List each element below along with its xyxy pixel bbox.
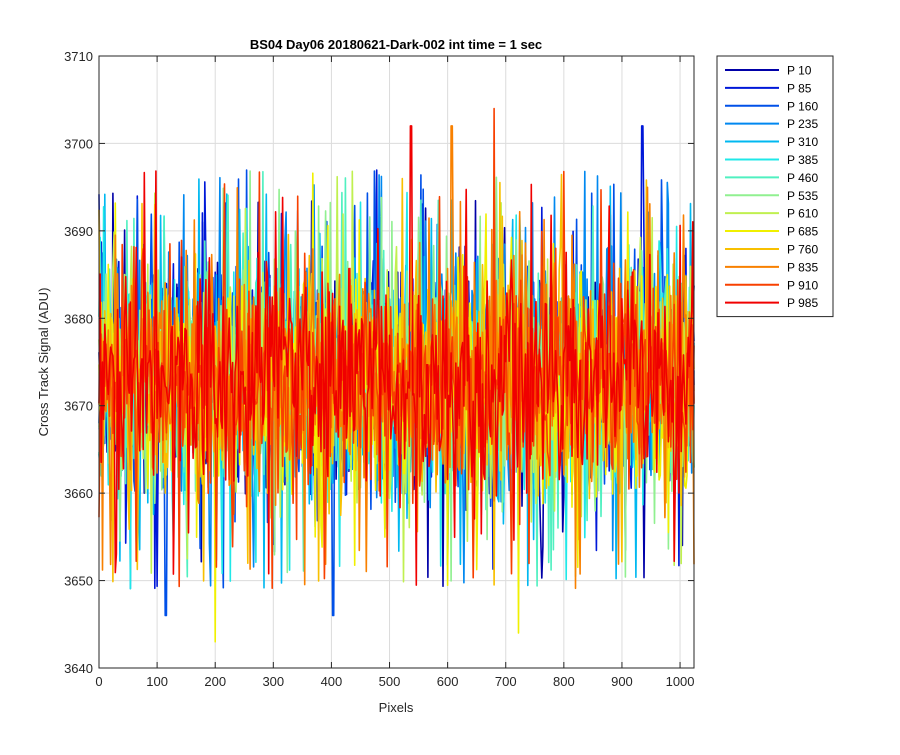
- legend-label: P 610: [787, 207, 818, 221]
- chart-title: BS04 Day06 20180621-Dark-002 int time = …: [250, 37, 542, 52]
- legend-label: P 85: [787, 81, 812, 95]
- x-tick-label: 500: [379, 674, 401, 689]
- legend-label: P 910: [787, 278, 818, 292]
- x-tick-label: 200: [204, 674, 226, 689]
- legend-label: P 235: [787, 117, 818, 131]
- y-tick-label: 3640: [64, 661, 93, 676]
- legend-label: P 835: [787, 260, 818, 274]
- series-layer: [98, 107, 695, 643]
- legend-label: P 385: [787, 153, 818, 167]
- plot-frame: [98, 55, 695, 669]
- x-tick-label: 400: [321, 674, 343, 689]
- series-line: [98, 125, 695, 586]
- y-tick-label: 3670: [64, 399, 93, 414]
- y-tick-label: 3710: [64, 49, 93, 64]
- axis-ticks: 0 100 200 300 400 500 600 700 800 900 1000 3640 3650…: [64, 49, 694, 689]
- legend-label: P 460: [787, 171, 818, 185]
- legend-label: P 160: [787, 99, 818, 113]
- x-tick-label: 100: [146, 674, 168, 689]
- legend-label: P 10: [787, 63, 812, 77]
- x-tick-label: 300: [262, 674, 284, 689]
- legend-box: [716, 55, 834, 318]
- y-tick-label: 3650: [64, 574, 93, 589]
- x-tick-label: 600: [437, 674, 459, 689]
- x-axis-label: Pixels: [379, 700, 414, 715]
- y-axis-label: Cross Track Signal (ADU): [36, 288, 51, 437]
- y-tick-label: 3690: [64, 224, 93, 239]
- legend-label: P 760: [787, 242, 818, 256]
- x-tick-label: 800: [553, 674, 575, 689]
- legend-label: P 985: [787, 296, 818, 310]
- x-tick-label: 700: [495, 674, 517, 689]
- legend-label: P 685: [787, 225, 818, 239]
- y-tick-label: 3680: [64, 311, 93, 326]
- x-tick-label: 1000: [666, 674, 695, 689]
- y-tick-label: 3660: [64, 486, 93, 501]
- legend: P 10 P 85 P 160 P 235 P 310 P 385 P 460 P 535 P …: [716, 55, 834, 318]
- legend-label: P 310: [787, 135, 818, 149]
- x-tick-label: 0: [95, 674, 102, 689]
- x-tick-label: 900: [611, 674, 633, 689]
- legend-label: P 535: [787, 189, 818, 203]
- y-tick-label: 3700: [64, 136, 93, 151]
